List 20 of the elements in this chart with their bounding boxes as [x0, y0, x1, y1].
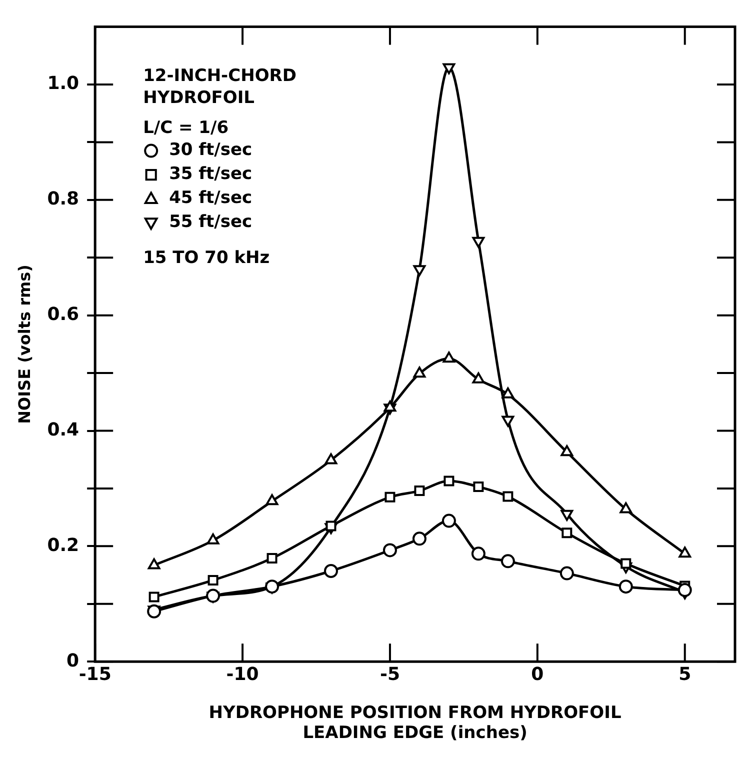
x-tick-label: -5	[380, 664, 400, 686]
y-tick-label: 0.6	[47, 304, 80, 326]
legend-label: 45 ft/sec	[169, 188, 252, 208]
x-tick-label: -15	[78, 664, 112, 686]
y-tick-label: 0.8	[47, 188, 80, 210]
y-tick-label: 0.2	[47, 534, 80, 556]
y-tick-label: 0	[66, 650, 80, 672]
y-tick-label: 1.0	[47, 73, 80, 94]
y-tick-label: 0.4	[47, 419, 80, 440]
annotation: L/C = 1/6	[143, 118, 229, 138]
x-axis-title: HYDROPHONE POSITION FROM HYDROFOIL LEADING EDGE (inches)	[208, 702, 622, 744]
legend-label: 35 ft/sec	[169, 164, 252, 184]
x-tick-label: -10	[226, 664, 259, 686]
legend-label: 55 ft/sec	[169, 212, 252, 232]
x-tick-label: 5	[678, 664, 692, 686]
annotation: 15 TO 70 kHz	[143, 248, 270, 268]
y-axis-title: NOISE (volts rms)	[14, 264, 34, 424]
legend-label: 30 ft/sec	[169, 140, 252, 160]
x-tick-label: 0	[531, 664, 544, 686]
annotation: 12-INCH-CHORD HYDROFOIL	[143, 66, 296, 108]
